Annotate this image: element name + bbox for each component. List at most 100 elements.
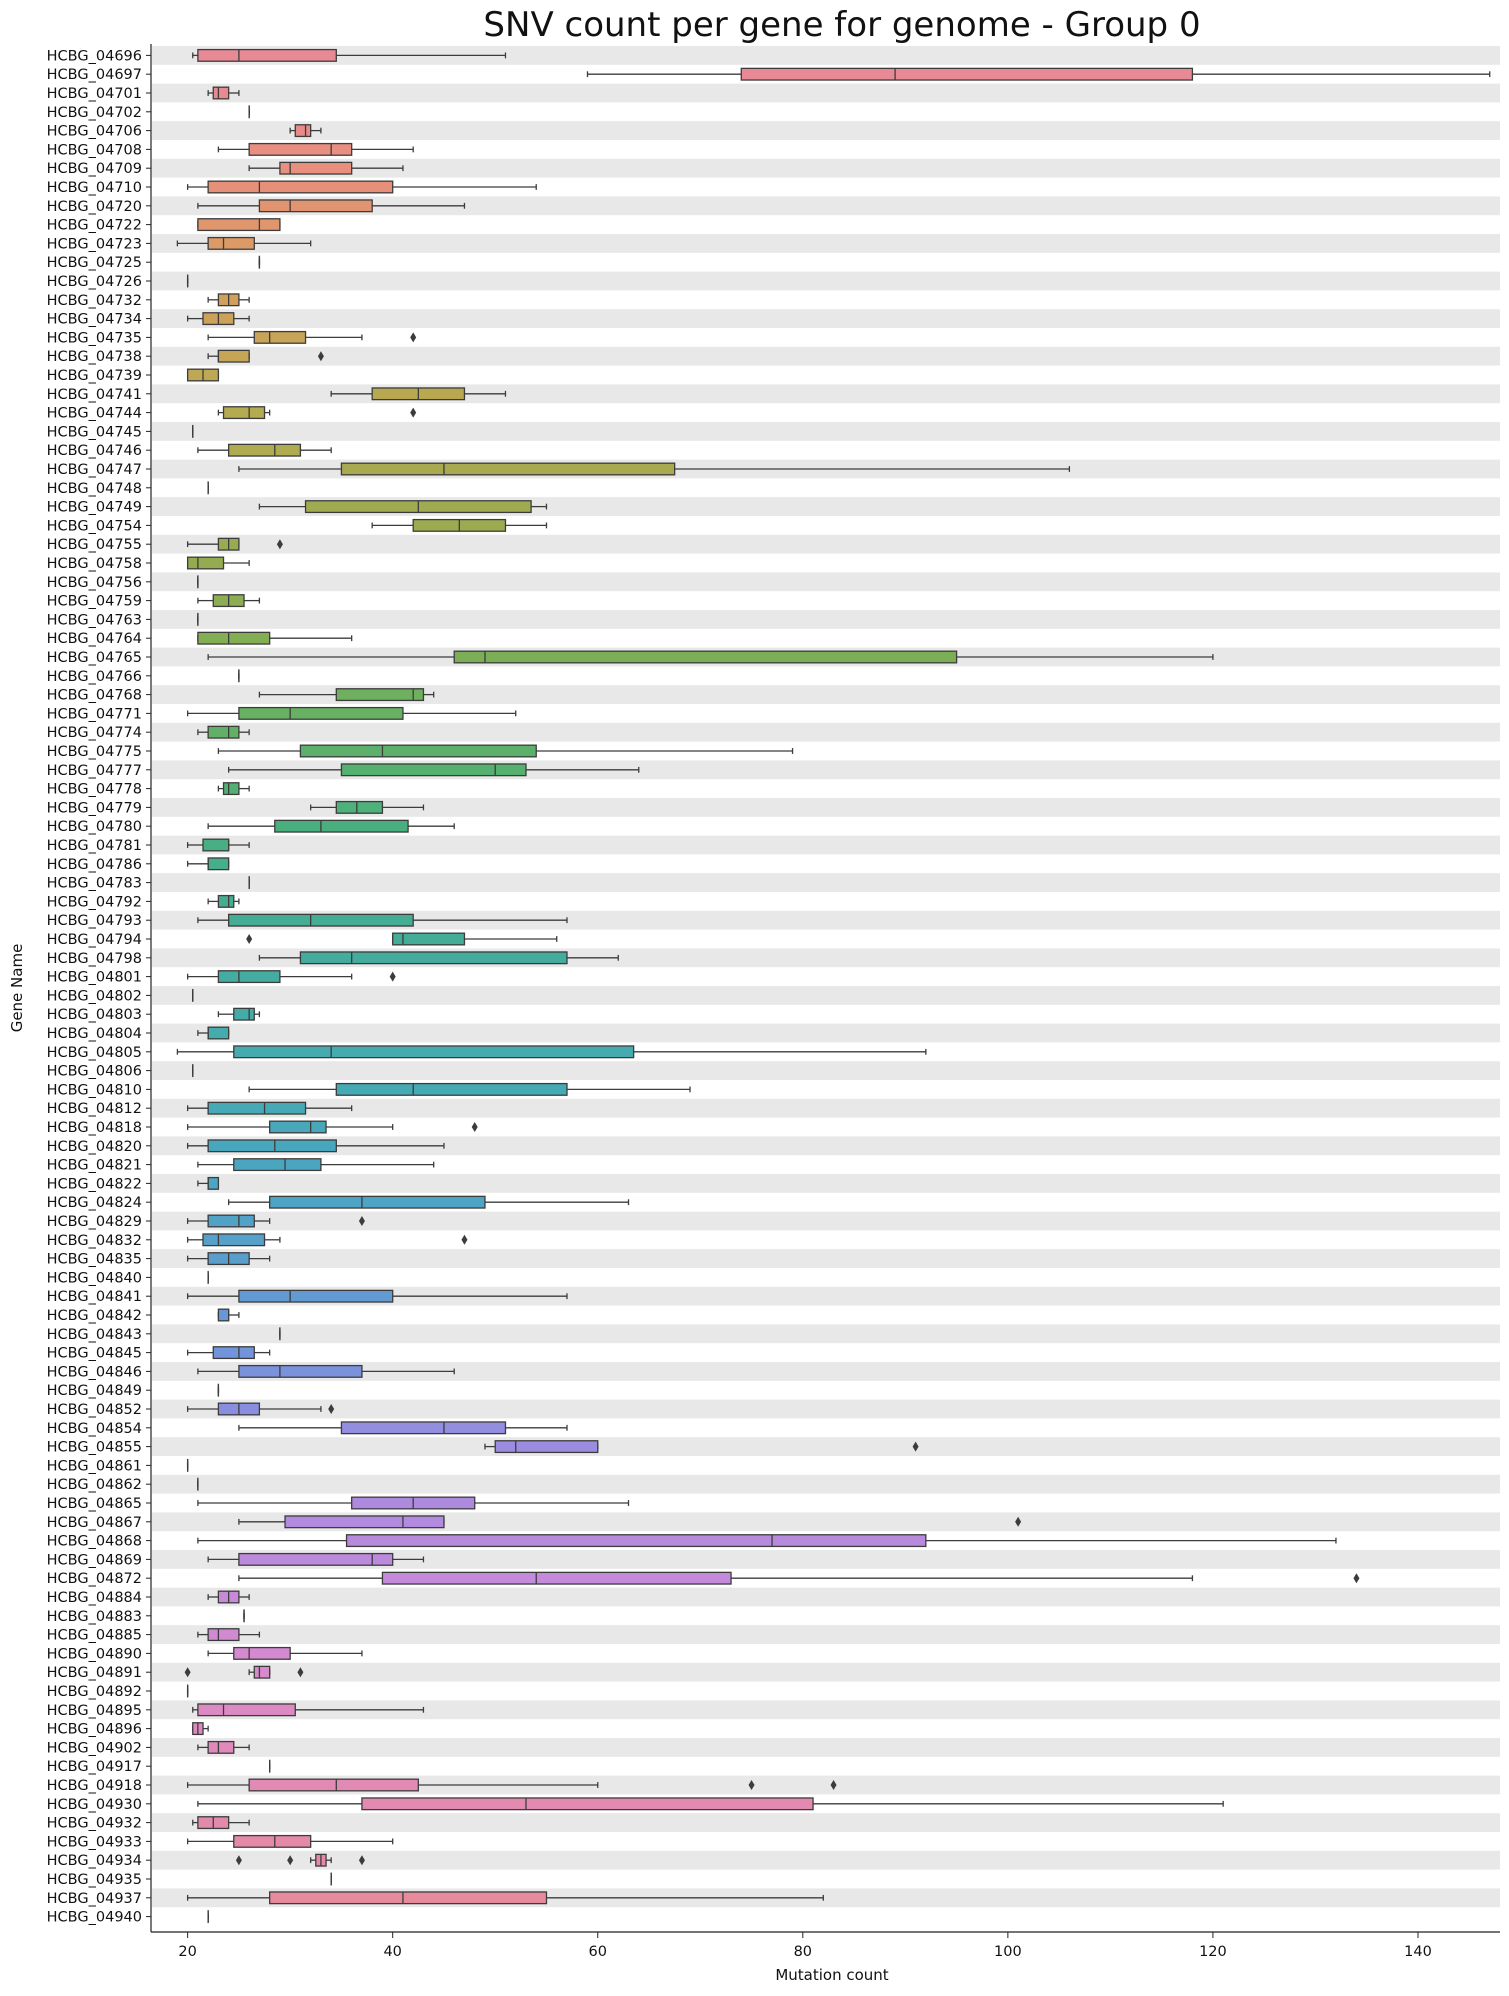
y-tick-label: HCBG_04892 [47, 1684, 142, 1700]
y-tick-label: HCBG_04832 [47, 1233, 142, 1249]
y-tick-label: HCBG_04890 [47, 1646, 142, 1662]
x-tick-label: 20 [178, 1944, 196, 1960]
y-tick-label: HCBG_04932 [47, 1816, 142, 1832]
row-band [152, 610, 1500, 629]
box-HCBG_04855 [484, 1440, 919, 1454]
box-HCBG_04842 [217, 1308, 240, 1322]
box-HCBG_04872 [238, 1571, 1360, 1585]
y-tick-label: HCBG_04861 [47, 1458, 142, 1474]
row-band [152, 1738, 1500, 1757]
x-tick-label: 60 [589, 1944, 607, 1960]
row-band [152, 384, 1500, 404]
y-tick-label: HCBG_04722 [47, 218, 142, 234]
y-tick-label: HCBG_04918 [47, 1778, 142, 1794]
box-HCBG_04710 [186, 180, 537, 194]
box-HCBG_04891 [184, 1665, 304, 1679]
box-iqr [238, 706, 404, 720]
row-band [152, 309, 1500, 328]
row-band [152, 873, 1500, 892]
box-HCBG_04794 [246, 932, 558, 946]
box-HCBG_04854 [238, 1421, 568, 1435]
row-band [152, 271, 1500, 291]
y-tick-label: HCBG_04872 [47, 1571, 142, 1587]
row-band [152, 83, 1500, 103]
y-tick-label: HCBG_04802 [47, 988, 142, 1004]
y-tick-label: HCBG_04758 [47, 556, 142, 572]
box-HCBG_04708 [217, 142, 414, 156]
y-tick-label: HCBG_04884 [47, 1590, 142, 1606]
box-HCBG_04768 [258, 688, 435, 702]
outlier-point [471, 1122, 478, 1132]
box-iqr [202, 1233, 266, 1247]
y-tick-label: HCBG_04846 [47, 1364, 142, 1380]
y-tick-label: HCBG_04783 [47, 876, 142, 892]
box-HCBG_04723 [176, 236, 312, 250]
box-HCBG_04709 [248, 161, 404, 175]
row-band [152, 234, 1500, 253]
y-tick-label: HCBG_04697 [47, 67, 142, 83]
box-iqr [233, 1646, 291, 1660]
outlier-point [1353, 1573, 1360, 1584]
row-band [152, 1700, 1500, 1720]
box-HCBG_04720 [197, 199, 466, 213]
box-HCBG_04765 [207, 650, 1214, 664]
box-iqr [217, 349, 250, 363]
box-HCBG_04758 [186, 556, 250, 570]
row-band [152, 1813, 1500, 1832]
box-HCBG_04835 [186, 1252, 271, 1266]
box-iqr [279, 161, 353, 175]
y-tick-label: HCBG_04829 [47, 1214, 142, 1230]
box-HCBG_04792 [207, 894, 240, 908]
box-HCBG_04744 [217, 406, 417, 420]
outlier-point [1015, 1516, 1022, 1527]
row-band [152, 1324, 1500, 1344]
box-HCBG_04829 [186, 1214, 365, 1228]
y-tick-label: HCBG_04849 [47, 1383, 142, 1399]
outlier-point [830, 1780, 837, 1790]
y-tick-label: HCBG_04867 [47, 1515, 142, 1531]
y-axis-title: Gene Name [8, 944, 26, 1033]
row-band [152, 1061, 1500, 1080]
box-HCBG_04735 [207, 330, 417, 344]
box-iqr [294, 124, 312, 138]
box-HCBG_04754 [371, 518, 548, 532]
box-iqr [227, 913, 414, 927]
box-iqr [299, 951, 568, 965]
box-HCBG_04818 [186, 1120, 478, 1134]
y-tick-label: HCBG_04792 [47, 894, 142, 910]
x-axis-title: Mutation count [775, 1966, 888, 1984]
box-HCBG_04841 [186, 1289, 568, 1303]
box-iqr [269, 1195, 486, 1209]
y-tick-label: HCBG_04746 [47, 443, 142, 459]
row-band [152, 1249, 1500, 1268]
y-tick-label: HCBG_04708 [47, 142, 142, 158]
box-HCBG_04937 [186, 1891, 824, 1905]
y-tick-label: HCBG_04883 [47, 1609, 142, 1625]
y-tick-label: HCBG_04869 [47, 1552, 142, 1568]
y-tick-label: HCBG_04855 [47, 1440, 142, 1456]
y-tick-label: HCBG_04793 [47, 913, 142, 929]
y-tick-label: HCBG_04754 [47, 518, 142, 534]
box-HCBG_04771 [186, 706, 517, 720]
box-series [176, 48, 1491, 1924]
row-band [152, 1399, 1500, 1419]
row-band [152, 121, 1500, 140]
y-tick-label: HCBG_04701 [47, 86, 142, 102]
x-tick-label: 120 [1199, 1944, 1227, 1960]
box-iqr [233, 1045, 635, 1059]
box-iqr [207, 725, 240, 739]
box-iqr [207, 236, 255, 250]
outlier-point [276, 539, 283, 550]
row-band [152, 835, 1500, 855]
y-tick-label: HCBG_04775 [47, 744, 142, 760]
y-axis-tick-labels: HCBG_04696 HCBG_04697 HCBG_04701 HCBG_04702… [47, 48, 151, 1926]
y-tick-label: HCBG_04771 [47, 706, 142, 722]
row-band [152, 1625, 1500, 1644]
box-HCBG_04867 [238, 1515, 1022, 1529]
box-iqr [233, 1158, 322, 1172]
y-tick-label: HCBG_04786 [47, 857, 142, 873]
box-HCBG_04747 [238, 462, 1071, 476]
row-band [152, 685, 1500, 704]
box-HCBG_04934 [235, 1853, 365, 1867]
outlier-point [912, 1441, 919, 1452]
